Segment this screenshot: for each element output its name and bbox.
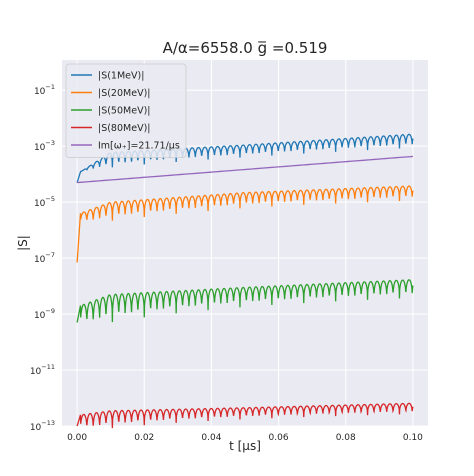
y-tick-label: 10−5 (34, 195, 55, 209)
legend-label: |S(80MeV)| (98, 123, 150, 134)
x-tick-label: 0.06 (269, 433, 289, 443)
x-axis-label: t [μs] (229, 439, 261, 453)
legend-label: |S(20MeV)| (98, 88, 150, 99)
legend-label: |S(1MeV)| (98, 71, 144, 82)
y-tick-label: 10−9 (34, 307, 55, 321)
axis-ticks: 0.00 0.02 0.04 0.06 0.08 0.10 10−13 10−11 10−9 10… (30, 83, 423, 443)
series-line-4 (77, 155, 413, 184)
x-tick-label: 0.08 (336, 433, 356, 443)
y-tick-label: 10−7 (34, 251, 55, 265)
legend-box (65, 63, 187, 158)
legend: |S(1MeV)| |S(20MeV)| |S(50MeV)| |S(80MeV)| I… (65, 63, 187, 158)
x-tick-label: 0.04 (201, 433, 221, 443)
series-line-2 (76, 279, 414, 323)
legend-label: |S(50MeV)| (98, 106, 150, 117)
series-lines (76, 133, 414, 429)
y-tick-label: 10−13 (30, 419, 55, 433)
y-tick-label: 10−11 (30, 363, 55, 377)
x-tick-label: 0.10 (403, 433, 423, 443)
y-axis-label: |S| (16, 235, 30, 251)
y-tick-label: 10−1 (34, 83, 55, 97)
series-line-1 (76, 185, 414, 263)
chart-title: A/α=6558.0 g̅ =0.519 (163, 39, 328, 57)
legend-label: Im[ω₊]=21.71/μs (98, 141, 180, 152)
series-line-3 (76, 402, 414, 429)
x-tick-label: 0.02 (134, 433, 154, 443)
y-tick-label: 10−3 (34, 139, 55, 153)
x-tick-label: 0.00 (67, 433, 87, 443)
